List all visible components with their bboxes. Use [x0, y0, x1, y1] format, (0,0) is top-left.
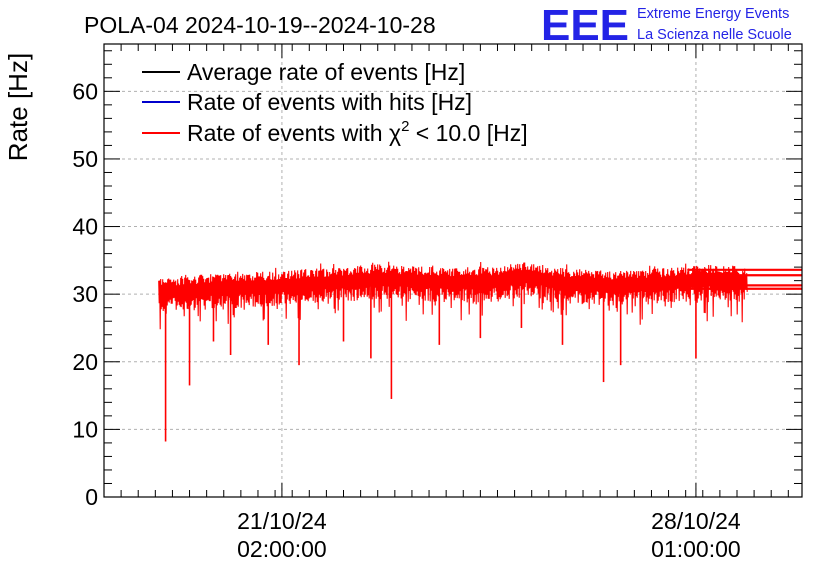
y-axis-label: Rate [Hz]: [3, 53, 33, 161]
x-tick-label-time: 01:00:00: [651, 536, 741, 562]
y-tick-label: 0: [85, 484, 98, 510]
y-tick-label: 40: [72, 214, 98, 240]
series-layer: [158, 261, 802, 442]
y-tick-label: 30: [72, 281, 98, 307]
legend-entry: Average rate of events [Hz]: [187, 59, 465, 85]
org-name-line2: La Scienza nelle Scuole: [637, 27, 792, 43]
eee-logo: EEE: [541, 1, 629, 50]
legend: Average rate of events [Hz] Rate of event…: [142, 59, 528, 146]
x-tick-label-date: 21/10/24: [237, 508, 327, 534]
legend-entry: Rate of events with hits [Hz]: [187, 89, 472, 115]
org-name-line1: Extreme Energy Events: [637, 6, 789, 22]
grid-lines: [104, 44, 802, 497]
chart-title: POLA-04 2024-10-19--2024-10-28: [84, 12, 436, 38]
x-tick-label-date: 28/10/24: [651, 508, 741, 534]
y-tick-label: 60: [72, 78, 98, 104]
x-tick-label-time: 02:00:00: [237, 536, 327, 562]
y-tick-label: 50: [72, 146, 98, 172]
legend-entry: Rate of events with χ2 < 10.0 [Hz]: [187, 118, 528, 146]
series-chi2-line: [158, 261, 748, 330]
y-tick-label: 20: [72, 349, 98, 375]
plot-frame: [103, 43, 803, 498]
y-tick-label: 10: [72, 416, 98, 442]
